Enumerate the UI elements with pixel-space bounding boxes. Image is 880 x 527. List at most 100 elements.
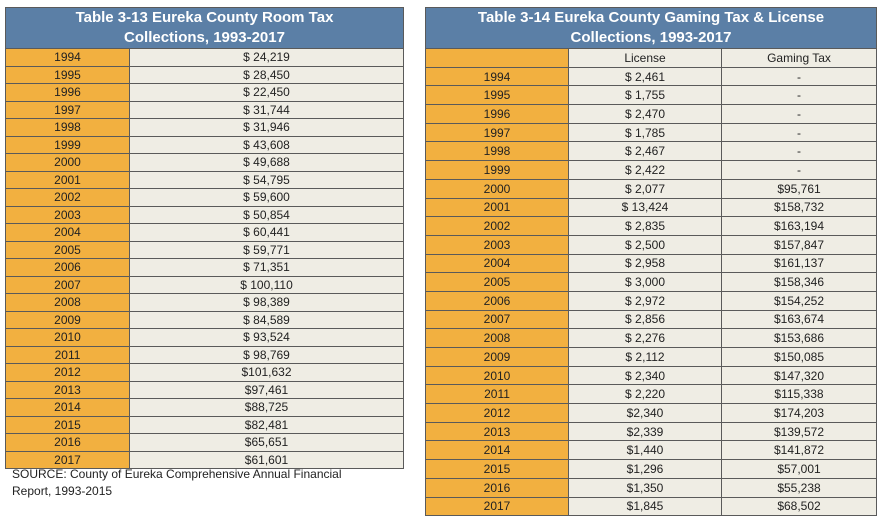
table-row: 2008 $ 2,276 $153,686 [425,328,878,348]
room-tax-value-cell: $ 93,524 [129,328,404,347]
license-value-cell: $1,440 [568,440,722,461]
license-value-cell: $ 2,467 [568,141,722,162]
table-row: 2002 $ 2,835 $163,194 [425,216,878,236]
column-header-license: License [568,48,722,68]
license-value-cell: $ 1,785 [568,122,722,143]
license-value-cell: $ 2,340 [568,365,722,386]
table-row: 2015 $82,481 [5,415,404,434]
year-cell: 1996 [425,104,569,124]
room-tax-value-cell: $ 43,608 [129,135,404,154]
year-cell: 2010 [5,328,130,347]
table-row: 2003 $ 2,500 $157,847 [425,234,878,255]
room-tax-value-cell: $ 84,589 [129,310,404,329]
gaming-tax-corner-cell [425,48,569,68]
year-cell: 2014 [425,440,569,461]
table-row: 2012 $101,632 [5,363,404,382]
gaming-tax-value-cell: $57,001 [720,459,878,479]
year-cell: 1995 [425,85,569,106]
license-value-cell: $ 2,856 [568,309,722,330]
table-row: 2008 $ 98,389 [5,293,404,312]
room-tax-table-title: Table 3-13 Eureka County Room Tax Collec… [5,7,404,49]
table-row: 2005 $ 3,000 $158,346 [425,272,878,292]
year-cell: 2000 [425,178,569,199]
year-cell: 2000 [5,153,130,172]
year-cell: 2013 [425,421,569,442]
room-tax-value-cell: $65,651 [129,433,404,452]
gaming-tax-value-cell: $158,732 [720,197,878,218]
room-tax-table-body: 1994 $ 24,219 1995 $ 28,450 1996 $ 22,450 1997… [5,48,404,469]
license-value-cell: $ 2,958 [568,253,722,274]
license-value-cell: $ 2,470 [568,104,722,124]
year-cell: 2009 [5,310,130,329]
license-value-cell: $ 2,972 [568,290,722,311]
year-cell: 1999 [425,160,569,180]
table-row: 2002 $ 59,600 [5,188,404,207]
table-row: 1995 $ 28,450 [5,65,404,84]
table-row: 1998 $ 2,467- [425,141,878,162]
table-row: 2004 $ 2,958 $161,137 [425,253,878,274]
gaming-tax-value-cell: $139,572 [720,421,878,442]
license-value-cell: $2,340 [568,403,722,423]
year-cell: 2011 [5,345,130,364]
gaming-tax-value-cell: $157,847 [720,234,878,255]
year-cell: 2008 [5,293,130,312]
year-cell: 2009 [425,347,569,367]
table-row: 1999 $ 2,422- [425,160,878,180]
license-value-cell: $ 2,112 [568,347,722,367]
license-value-cell: $2,339 [568,421,722,442]
year-cell: 2006 [425,290,569,311]
table-row: 2001 $ 13,424 $158,732 [425,197,878,218]
table-row: 2001 $ 54,795 [5,170,404,189]
table-row: 2000 $ 2,077 $95,761 [425,178,878,199]
year-cell: 2003 [5,205,130,224]
year-cell: 2015 [425,459,569,479]
license-value-cell: $ 2,220 [568,384,722,405]
table-row: 2017 $61,601 [5,450,404,469]
year-cell: 2007 [425,309,569,330]
room-tax-title-line2: Collections, 1993-2017 [124,29,285,46]
room-tax-value-cell: $ 60,441 [129,223,404,242]
gaming-tax-value-cell: $150,085 [720,347,878,367]
year-cell: 2012 [5,363,130,382]
year-cell: 2017 [425,496,569,517]
year-cell: 2015 [5,415,130,434]
table-row: 2012 $2,340 $174,203 [425,403,878,423]
table-row: 1997 $ 1,785- [425,122,878,143]
table-row: 2010 $ 2,340 $147,320 [425,365,878,386]
gaming-tax-value-cell: $154,252 [720,290,878,311]
table-row: 1995 $ 1,755- [425,85,878,106]
table-row: 2013 $97,461 [5,380,404,399]
year-cell: 2001 [425,197,569,218]
year-cell: 2007 [5,275,130,294]
table-row: 2009 $ 84,589 [5,310,404,329]
year-cell: 2013 [5,380,130,399]
license-value-cell: $ 3,000 [568,272,722,292]
gaming-tax-value-cell: $163,674 [720,309,878,330]
gaming-tax-value-cell: - [720,66,878,87]
gaming-tax-value-cell: $161,137 [720,253,878,274]
table-row: 2014 $1,440 $141,872 [425,440,878,461]
year-cell: 1998 [425,141,569,162]
table-row: 2011 $ 2,220 $115,338 [425,384,878,405]
year-cell: 2008 [425,328,569,348]
table-row: 2016 $65,651 [5,433,404,452]
table-row: 2011 $ 98,769 [5,345,404,364]
table-row: 1997 $ 31,744 [5,100,404,119]
gaming-tax-table: Table 3-14 Eureka County Gaming Tax & Li… [424,7,878,517]
year-cell: 1994 [5,48,130,67]
year-cell: 1996 [5,83,130,102]
table-row: 1996 $ 22,450 [5,83,404,102]
year-cell: 2017 [5,450,130,469]
license-value-cell: $1,296 [568,459,722,479]
year-cell: 1995 [5,65,130,84]
table-row: 2007 $ 100,110 [5,275,404,294]
year-cell: 2003 [425,234,569,255]
year-cell: 1994 [425,66,569,87]
year-cell: 2004 [5,223,130,242]
table-row: 2014 $88,725 [5,398,404,417]
gaming-tax-value-cell: $163,194 [720,216,878,236]
license-value-cell: $1,845 [568,496,722,517]
table-row: 2013 $2,339 $139,572 [425,421,878,442]
year-cell: 2002 [5,188,130,207]
room-tax-value-cell: $ 59,771 [129,240,404,259]
